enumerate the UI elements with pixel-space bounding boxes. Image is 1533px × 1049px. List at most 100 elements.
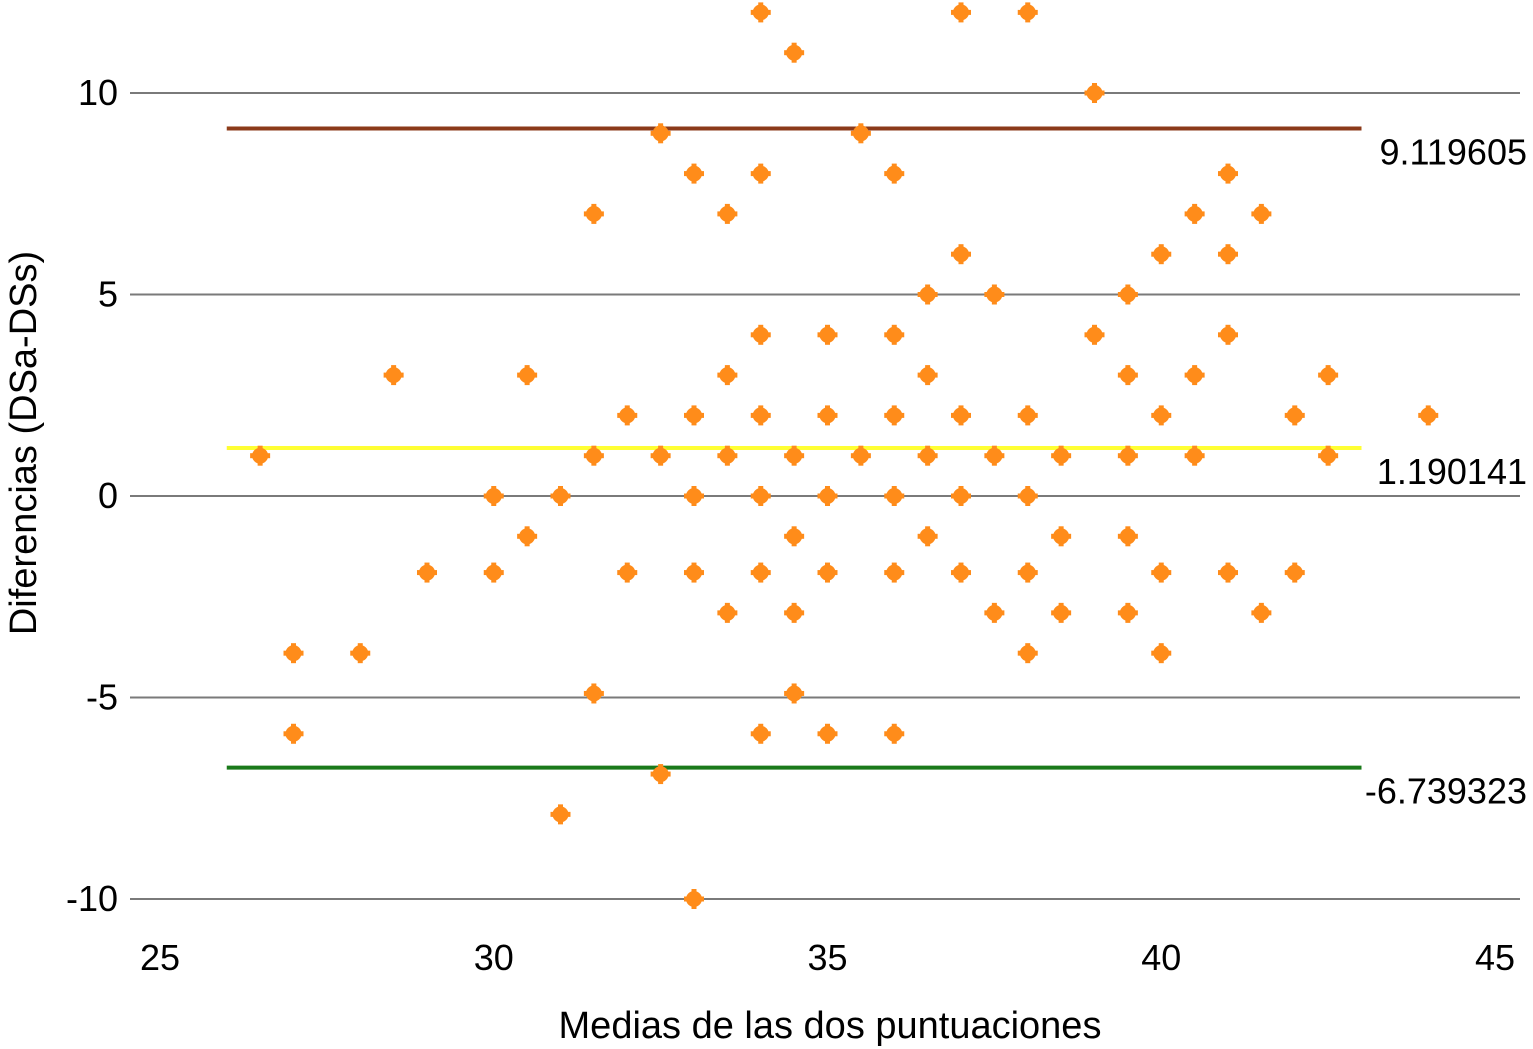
data-point — [984, 284, 1005, 305]
data-point — [583, 683, 604, 704]
data-point — [1151, 244, 1172, 265]
data-point — [250, 445, 271, 466]
data-point — [1117, 445, 1138, 466]
data-point — [550, 804, 571, 825]
reference-line-label: 9.119605 — [1380, 131, 1527, 172]
data-point — [951, 405, 971, 426]
x-tick-label: 40 — [1141, 937, 1181, 978]
data-point — [717, 203, 738, 224]
data-point — [917, 284, 938, 305]
y-tick-label: 10 — [78, 72, 118, 113]
y-tick-label: -5 — [86, 677, 118, 718]
data-point — [951, 244, 971, 265]
data-point — [750, 163, 771, 184]
data-point — [984, 445, 1005, 466]
data-point — [483, 562, 504, 583]
data-point — [1218, 163, 1238, 184]
data-point — [850, 445, 871, 466]
data-point — [1318, 365, 1339, 386]
data-point — [951, 486, 971, 506]
data-point — [984, 602, 1005, 623]
data-point — [617, 405, 638, 426]
data-point — [1117, 284, 1138, 305]
data-point — [717, 602, 738, 623]
data-point — [951, 562, 971, 583]
data-point — [750, 723, 771, 744]
y-axis-tick-labels: -10 -5 0 5 10 — [66, 72, 118, 919]
data-point — [684, 486, 704, 506]
data-point — [1184, 445, 1205, 466]
data-point — [1218, 562, 1238, 583]
data-point — [917, 445, 938, 466]
data-point — [650, 764, 671, 785]
data-point — [1251, 203, 1272, 224]
data-point — [1084, 324, 1105, 345]
reference-line-label: -6.739323 — [1365, 771, 1527, 812]
data-point — [850, 123, 871, 144]
data-point — [884, 723, 905, 744]
data-point — [717, 365, 738, 386]
y-tick-label: 5 — [98, 274, 118, 315]
data-point — [684, 405, 704, 426]
data-point — [1151, 405, 1172, 426]
data-point — [750, 324, 771, 345]
data-point — [884, 324, 905, 345]
data-point — [583, 445, 604, 466]
data-point — [784, 445, 805, 466]
data-point — [1284, 405, 1305, 426]
data-point — [483, 486, 504, 506]
data-point — [1284, 562, 1305, 583]
x-axis-tick-labels: 25 30 35 40 45 — [140, 937, 1515, 978]
y-axis-title: Diferencias (DSa-DSs) — [3, 251, 45, 635]
reference-lines: 9.119605 1.190141 -6.739323 — [226, 126, 1527, 812]
data-point — [1084, 83, 1105, 103]
data-point — [784, 683, 805, 704]
data-point — [684, 889, 704, 909]
data-point — [1051, 526, 1072, 547]
data-point — [383, 365, 404, 386]
data-point — [283, 643, 304, 664]
reference-line-label: 1.190141 — [1377, 451, 1527, 492]
data-point — [1218, 244, 1238, 265]
data-point — [1184, 365, 1205, 386]
x-tick-label: 35 — [807, 937, 847, 978]
data-point — [1051, 602, 1072, 623]
data-point — [1184, 203, 1205, 224]
data-point — [750, 486, 771, 506]
data-point — [550, 486, 571, 506]
data-point — [884, 562, 905, 583]
data-point — [750, 405, 771, 426]
data-point — [750, 562, 771, 583]
data-point — [1017, 486, 1038, 506]
data-point — [617, 562, 638, 583]
data-point — [817, 486, 838, 506]
y-tick-label: -10 — [66, 878, 118, 919]
data-point — [951, 2, 971, 23]
data-point — [717, 445, 738, 466]
data-point — [1117, 526, 1138, 547]
data-point — [1151, 643, 1172, 664]
data-point — [1117, 365, 1138, 386]
x-axis-title: Medias de las dos puntuaciones — [559, 1005, 1102, 1047]
data-point — [517, 365, 538, 386]
data-point — [684, 163, 704, 184]
data-point — [350, 643, 371, 664]
data-point — [1418, 405, 1439, 426]
data-point — [1017, 405, 1038, 426]
data-point — [650, 445, 671, 466]
data-point — [817, 562, 838, 583]
data-point — [884, 163, 905, 184]
data-point — [817, 723, 838, 744]
data-point — [417, 562, 437, 583]
data-point — [583, 203, 604, 224]
data-point — [684, 562, 704, 583]
data-point — [283, 723, 304, 744]
data-point — [884, 405, 905, 426]
data-point — [1017, 643, 1038, 664]
data-point — [1117, 602, 1138, 623]
data-point — [784, 602, 805, 623]
data-point — [1251, 602, 1272, 623]
data-point — [1017, 562, 1038, 583]
data-point — [784, 42, 805, 63]
x-tick-label: 25 — [140, 937, 180, 978]
